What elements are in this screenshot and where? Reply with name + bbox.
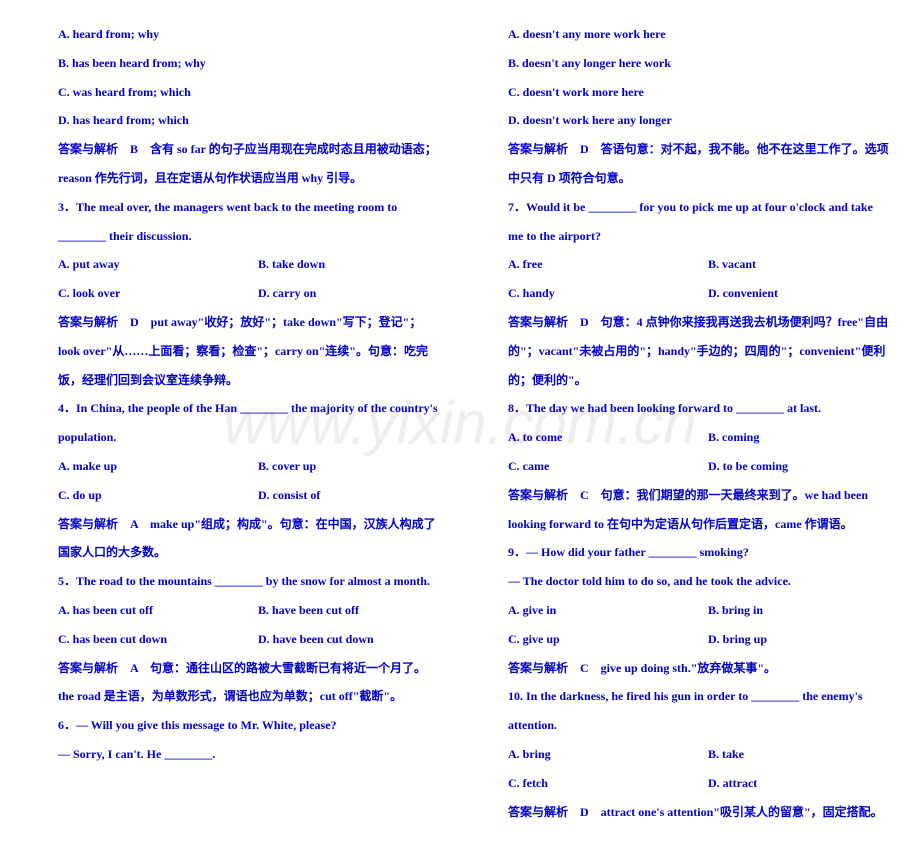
q5-opt-a: A. has been cut off: [58, 596, 258, 625]
q10-opt-a: A. bring: [508, 740, 708, 769]
q9-stem2: — The doctor told him to do so, and he t…: [480, 567, 890, 596]
two-column-layout: A. heard from; why B. has been heard fro…: [30, 20, 890, 826]
q2-opt-b: B. has been heard from; why: [30, 49, 440, 78]
q5-opt-d: D. have been cut down: [258, 632, 374, 646]
q5-opts-row1: A. has been cut offB. have been cut off: [30, 596, 440, 625]
q3-stem: 3．The meal over, the managers went back …: [30, 193, 440, 251]
q9-opt-c: C. give up: [508, 625, 708, 654]
q8-opts-row1: A. to comeB. coming: [480, 423, 890, 452]
q8-stem: 8．The day we had been looking forward to…: [480, 394, 890, 423]
right-column: A. doesn't any more work here B. doesn't…: [480, 20, 890, 826]
q8-opt-d: D. to be coming: [708, 459, 788, 473]
q7-opts-row1: A. freeB. vacant: [480, 250, 890, 279]
q5-answer: 答案与解析 A 句意：通往山区的路被大雪截断已有将近一个月了。the road …: [30, 654, 440, 712]
q8-opt-c: C. came: [508, 452, 708, 481]
q9-opt-a: A. give in: [508, 596, 708, 625]
q9-opt-d: D. bring up: [708, 632, 767, 646]
q10-opt-b: B. take: [708, 747, 744, 761]
q6-opt-c: C. doesn't work more here: [480, 78, 890, 107]
q3-answer: 答案与解析 D put away"收好；放好"；take down"写下；登记"…: [30, 308, 440, 394]
q6-opt-d: D. doesn't work here any longer: [480, 106, 890, 135]
q9-stem: 9．— How did your father ________ smoking…: [480, 538, 890, 567]
q8-opt-a: A. to come: [508, 423, 708, 452]
q9-opt-b: B. bring in: [708, 603, 763, 617]
q8-opts-row2: C. cameD. to be coming: [480, 452, 890, 481]
q9-opts-row1: A. give inB. bring in: [480, 596, 890, 625]
q7-opt-a: A. free: [508, 250, 708, 279]
q6-opt-b: B. doesn't any longer here work: [480, 49, 890, 78]
q10-opt-c: C. fetch: [508, 769, 708, 798]
q7-opt-d: D. convenient: [708, 286, 778, 300]
q7-stem: 7．Would it be ________ for you to pick m…: [480, 193, 890, 251]
q5-stem: 5．The road to the mountains ________ by …: [30, 567, 440, 596]
q2-opt-d: D. has heard from; which: [30, 106, 440, 135]
q10-stem: 10. In the darkness, he fired his gun in…: [480, 682, 890, 740]
q4-opt-a: A. make up: [58, 452, 258, 481]
q7-opt-b: B. vacant: [708, 257, 756, 271]
q4-answer: 答案与解析 A make up"组成；构成"。句意：在中国，汉族人构成了国家人口…: [30, 510, 440, 568]
q6-stem2: — Sorry, I can't. He ________.: [30, 740, 440, 769]
q10-opts-row2: C. fetchD. attract: [480, 769, 890, 798]
q4-stem: 4．In China, the people of the Han ______…: [30, 394, 440, 452]
q3-opt-b: B. take down: [258, 257, 325, 271]
q4-opts-row2: C. do upD. consist of: [30, 481, 440, 510]
q3-opts-row2: C. look overD. carry on: [30, 279, 440, 308]
q5-opt-c: C. has been cut down: [58, 625, 258, 654]
q10-answer: 答案与解析 D attract one's attention"吸引某人的留意"…: [480, 798, 890, 827]
q4-opt-c: C. do up: [58, 481, 258, 510]
q8-answer: 答案与解析 C 句意：我们期望的那一天最终来到了。we had been loo…: [480, 481, 890, 539]
q4-opts-row1: A. make upB. cover up: [30, 452, 440, 481]
q10-opts-row1: A. bringB. take: [480, 740, 890, 769]
q4-opt-b: B. cover up: [258, 459, 316, 473]
q9-opts-row2: C. give upD. bring up: [480, 625, 890, 654]
q2-answer: 答案与解析 B 含有 so far 的句子应当用现在完成时态且用被动语态；rea…: [30, 135, 440, 193]
q5-opt-b: B. have been cut off: [258, 603, 359, 617]
q7-opt-c: C. handy: [508, 279, 708, 308]
q6-answer: 答案与解析 D 答语句意：对不起，我不能。他不在这里工作了。选项中只有 D 项符…: [480, 135, 890, 193]
q6-opt-a: A. doesn't any more work here: [480, 20, 890, 49]
q4-opt-d: D. consist of: [258, 488, 320, 502]
left-column: A. heard from; why B. has been heard fro…: [30, 20, 440, 826]
q2-opt-c: C. was heard from; which: [30, 78, 440, 107]
q3-opts-row1: A. put awayB. take down: [30, 250, 440, 279]
q3-opt-d: D. carry on: [258, 286, 316, 300]
q7-opts-row2: C. handyD. convenient: [480, 279, 890, 308]
q7-answer: 答案与解析 D 句意：4 点钟你来接我再送我去机场便利吗？free"自由的"；v…: [480, 308, 890, 394]
page-content: A. heard from; why B. has been heard fro…: [30, 20, 890, 826]
q3-opt-a: A. put away: [58, 250, 258, 279]
q2-opt-a: A. heard from; why: [30, 20, 440, 49]
q9-answer: 答案与解析 C give up doing sth."放弃做某事"。: [480, 654, 890, 683]
q5-opts-row2: C. has been cut downD. have been cut dow…: [30, 625, 440, 654]
q8-opt-b: B. coming: [708, 430, 759, 444]
q6-stem: 6．— Will you give this message to Mr. Wh…: [30, 711, 440, 740]
q3-opt-c: C. look over: [58, 279, 258, 308]
q10-opt-d: D. attract: [708, 776, 757, 790]
